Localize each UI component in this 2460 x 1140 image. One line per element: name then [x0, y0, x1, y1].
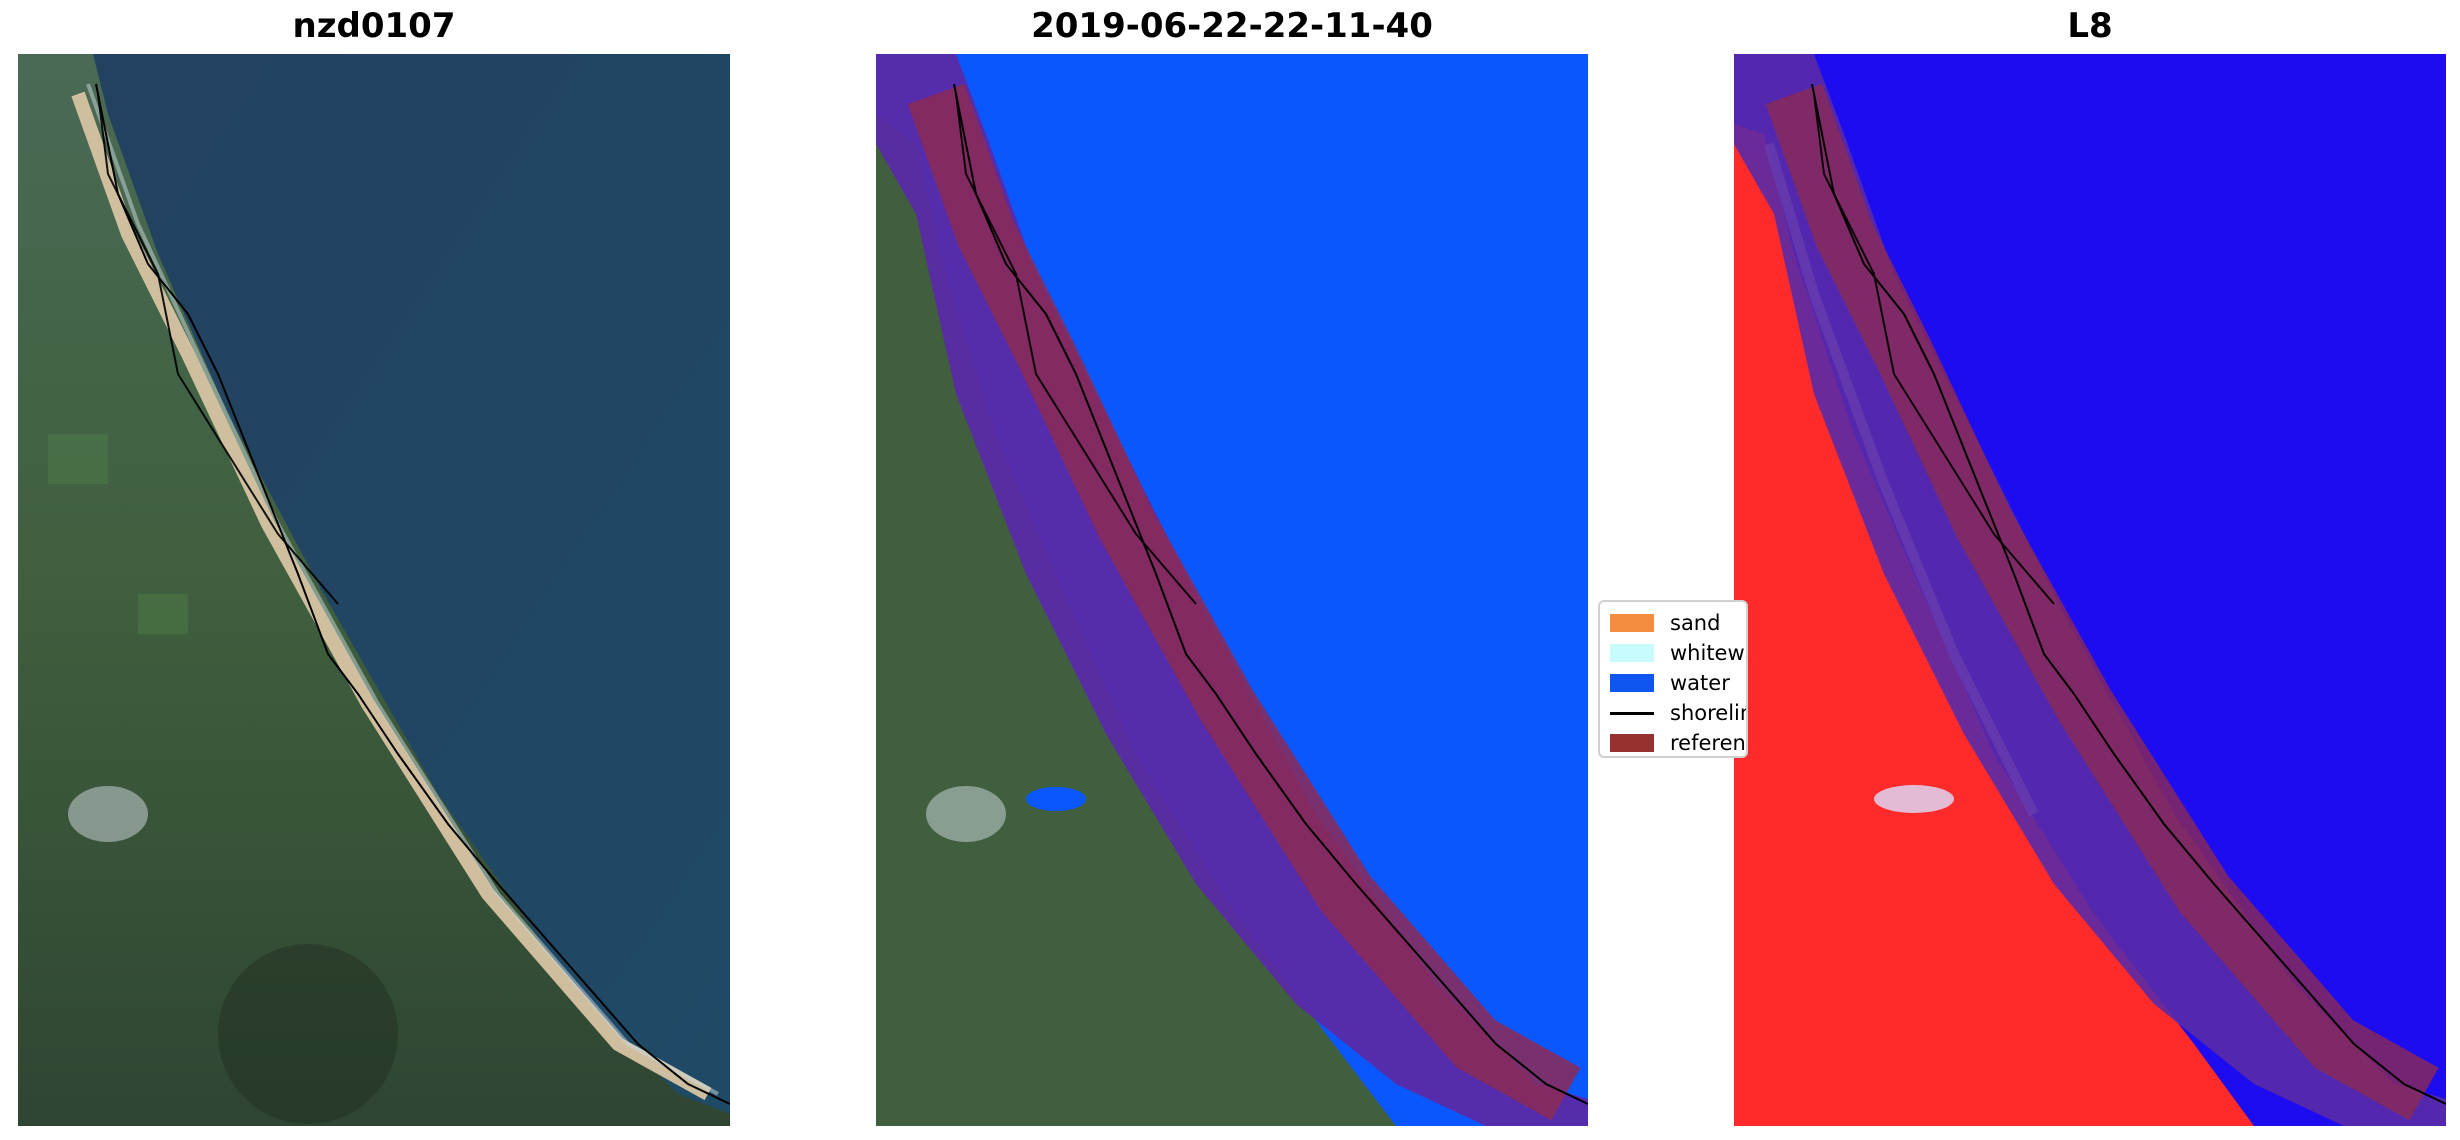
l8-mndwi-image: [1734, 54, 2446, 1126]
shoreline-line-icon: [1610, 711, 1654, 715]
rgb-satellite-image: [18, 54, 730, 1126]
legend-item-reference: reference: [1610, 728, 1746, 756]
water-swatch: [1610, 674, 1654, 692]
reference-swatch: [1610, 734, 1654, 752]
panel-title-l8: L8: [2067, 6, 2113, 46]
legend-label-water: water: [1670, 671, 1730, 695]
panel-title-classified: 2019-06-22-22-11-40: [1031, 6, 1433, 46]
panel-title-rgb: nzd0107: [292, 6, 456, 46]
legend-item-sand: sand: [1610, 608, 1746, 638]
legend-item-whitewater: whitewater: [1610, 638, 1746, 668]
rgb-image-panel: [18, 54, 730, 1126]
legend-label-whitewater: whitewater: [1670, 641, 1746, 665]
legend: sand whitewater water shoreline referenc…: [1598, 600, 1748, 758]
legend-label-sand: sand: [1670, 611, 1721, 635]
legend-item-shoreline: shoreline: [1610, 698, 1746, 728]
legend-label-reference: reference: [1670, 731, 1746, 755]
whitewater-swatch: [1610, 644, 1654, 662]
l8-mndwi-panel: [1734, 54, 2446, 1126]
classified-image-panel: [876, 54, 1588, 1126]
sand-swatch: [1610, 614, 1654, 632]
classified-image: [876, 54, 1588, 1126]
legend-label-shoreline: shoreline: [1670, 701, 1746, 725]
legend-item-water: water: [1610, 668, 1746, 698]
